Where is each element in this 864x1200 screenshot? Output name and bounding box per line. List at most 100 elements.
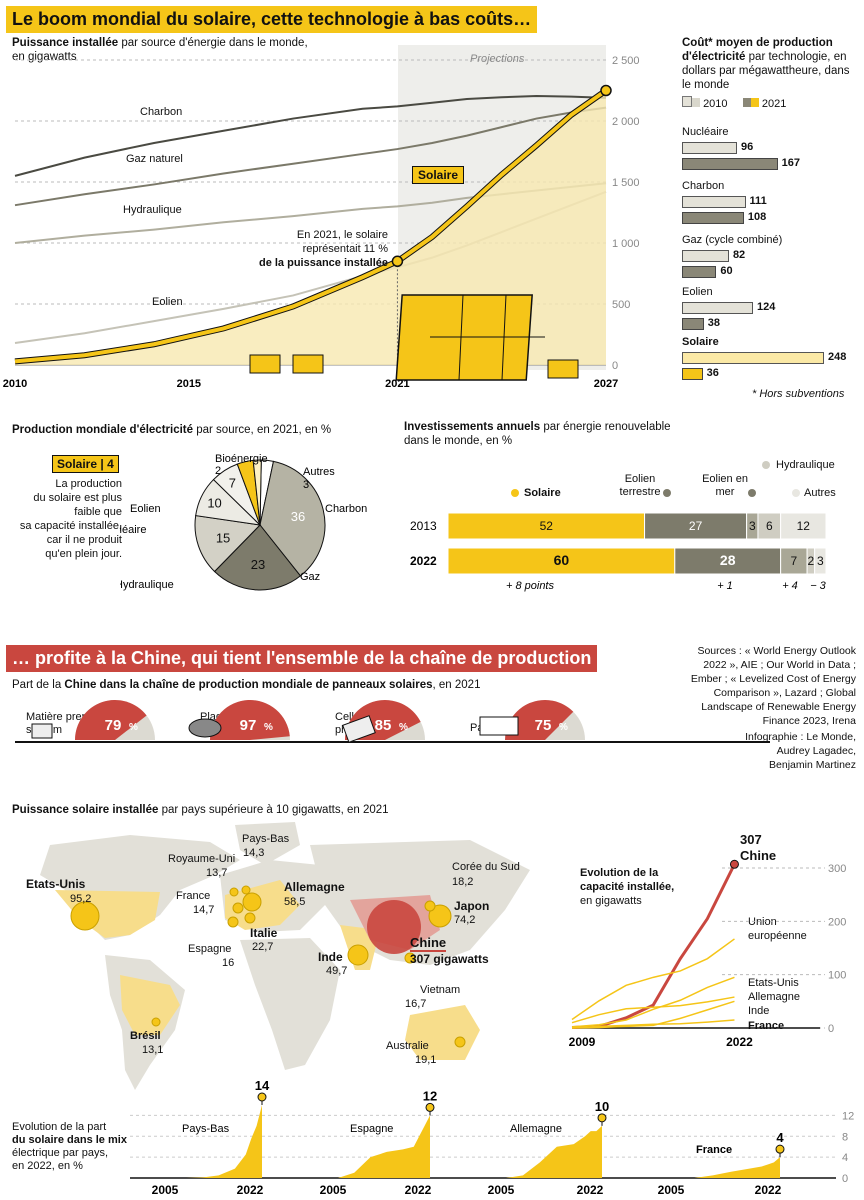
pie-label-nucléaire: Nucléaire xyxy=(120,524,146,536)
evo-label-ue2: européenne xyxy=(748,930,807,942)
series-label-gaz: Gaz naturel xyxy=(126,153,183,165)
inv-bar-value: 28 xyxy=(720,552,736,568)
evo-xtick-start: 2009 xyxy=(569,1035,596,1049)
mix-end-dot xyxy=(775,1144,785,1154)
chain-gauge-value: 75 xyxy=(535,717,552,734)
cost-bar-2021 xyxy=(682,266,717,278)
cost-group-label: Eolien xyxy=(682,286,713,298)
inv-delta: − 3 xyxy=(810,580,826,592)
capacity-line-gaz-naturel xyxy=(14,106,607,207)
map-value-espagne: 16 xyxy=(222,957,235,969)
mix-area-allemagne xyxy=(506,1125,602,1178)
mix-ytick: 12 xyxy=(842,1110,854,1122)
evo-title-line: Evolution de la xyxy=(580,867,659,879)
pie-value-autres: 3 xyxy=(303,479,309,491)
bubble-china xyxy=(367,900,421,954)
greenland-shape xyxy=(235,822,300,865)
mix-ytick: 4 xyxy=(842,1152,848,1164)
cost-bar-2010 xyxy=(682,196,746,208)
mix-end-value: 14 xyxy=(255,1080,270,1093)
cost-bar-2021 xyxy=(682,158,778,170)
evo-title-line: en gigawatts xyxy=(580,895,642,907)
evo-title-line: capacité installée, xyxy=(580,881,675,893)
series-label-hydraulique: Hydraulique xyxy=(123,204,182,216)
bubble-india xyxy=(347,944,369,966)
mix-country-label: Espagne xyxy=(350,1123,393,1135)
cost-group-label: Solaire xyxy=(682,336,719,348)
evo-xtick-end: 2022 xyxy=(726,1035,753,1049)
capacity-ytick: 0 xyxy=(612,360,618,372)
wafer-icon xyxy=(188,718,222,738)
mix-title-line: en 2022, en % xyxy=(12,1160,83,1172)
bubble-paysbas xyxy=(241,885,251,895)
mix-area-pays-bas xyxy=(170,1105,262,1178)
evo-ytick: 200 xyxy=(828,916,846,928)
world-map xyxy=(40,822,530,1090)
inv-bar-value: 52 xyxy=(540,519,554,533)
mix-xtick-end: 2022 xyxy=(237,1183,264,1197)
brazil-shape xyxy=(120,975,180,1035)
mix-title-line: du solaire dans le mix xyxy=(12,1134,127,1146)
inv-header-autres: Autres xyxy=(804,487,836,499)
legend-label-2021: 2021 xyxy=(761,98,787,110)
inv-header-dot xyxy=(792,489,800,497)
map-value-vietnam: 16,7 xyxy=(405,998,427,1010)
evo-label-usa: Etats-Unis xyxy=(748,977,799,989)
chain-gauge-fill xyxy=(210,699,290,740)
map-label-australie: Australie xyxy=(386,1040,429,1052)
inv-bar-value: 60 xyxy=(554,552,570,568)
production-pie-chart: 362315107CharbonGazHydrauliqueNucléaireE… xyxy=(120,453,367,591)
mix-area-espagne xyxy=(338,1115,430,1178)
cost-bar-2010 xyxy=(682,302,753,314)
map-value-paysbas: 14,3 xyxy=(243,847,265,859)
map-title: Puissance solaire installée par pays sup… xyxy=(12,803,512,817)
mix-end-value: 10 xyxy=(595,1099,609,1114)
map-value-allemagne: 58,5 xyxy=(284,896,306,908)
source-line: Comparison », Lazard ; Global xyxy=(713,687,856,699)
mix-country-label: France xyxy=(696,1144,732,1156)
evo-china-dot xyxy=(729,859,739,869)
evo-ytick: 0 xyxy=(828,1023,834,1035)
small-panel xyxy=(547,359,579,379)
source-line: Finance 2023, Irena xyxy=(762,715,856,727)
bubble-australie xyxy=(454,1036,466,1048)
cost-footnote: * Hors subventions xyxy=(752,388,845,400)
pie-label-eolien: Eolien xyxy=(130,503,161,515)
bubble-uk xyxy=(229,887,239,897)
china-chain-chart: 79% 97% 85% 75% xyxy=(15,699,770,743)
map-label-allemagne: Allemagne xyxy=(284,880,345,894)
bubble-espagne xyxy=(227,916,239,928)
china-chain-title-post: , en 2021 xyxy=(432,679,481,691)
production-solar-label: Solaire xyxy=(57,457,98,471)
second-title: … profite à la Chine, qui tient l'ensemb… xyxy=(6,645,598,672)
mix-xtick-start: 2005 xyxy=(320,1183,347,1197)
inv-year-label: 2022 xyxy=(410,554,437,568)
solar-annotation: En 2021, le solaire représentait 11 % de… xyxy=(236,228,388,270)
mix-ytick: 0 xyxy=(842,1173,848,1185)
annotation-line-2: représentait 11 % xyxy=(302,243,388,255)
chain-gauge-unit: % xyxy=(129,722,138,733)
inv-header-dot xyxy=(663,489,671,497)
cost-value-2010: 96 xyxy=(740,141,754,153)
evo-china-value: 307 xyxy=(740,832,762,847)
china-chain-title-pre: Part de la xyxy=(12,679,65,691)
production-note: La production du solaire est plus faible… xyxy=(10,477,122,561)
china-chain-title: Part de la Chine dans la chaîne de produ… xyxy=(12,678,652,692)
note-line: faible que xyxy=(74,506,122,518)
mix-end-value: 12 xyxy=(423,1088,437,1103)
inv-bar-value: 7 xyxy=(791,554,798,568)
inv-header-dot xyxy=(748,489,756,497)
note-line: La production xyxy=(55,478,122,490)
inv-bar-segment xyxy=(447,512,646,540)
pie-label-bioenergie: Bioénergie xyxy=(215,453,268,465)
inv-header-dot xyxy=(511,489,519,497)
bubble-japon xyxy=(428,904,452,928)
solar-tag: Solaire xyxy=(412,166,465,184)
pie-value-nucléaire: 10 xyxy=(207,495,221,510)
evolution-chart: 0 100 200 300 2009 2022 xyxy=(569,859,846,1049)
cost-title-bold: Coût* moyen de production d'électricité xyxy=(682,37,833,63)
evo-label-ue1: Union xyxy=(748,916,777,928)
chain-gauge-value: 85 xyxy=(375,717,392,734)
map-value-usa: 95,2 xyxy=(70,893,92,905)
map-label-bresil: Brésil xyxy=(130,1030,161,1042)
